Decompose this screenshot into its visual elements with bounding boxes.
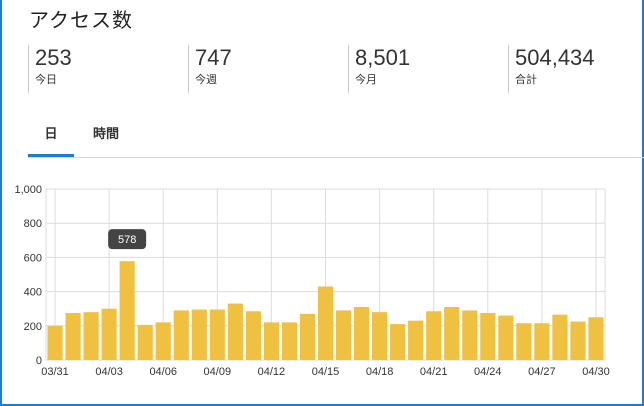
period-tabs: 日 時間 [28,118,644,158]
tooltip-value: 578 [118,234,136,246]
stat-month-label: 今月 [355,73,377,86]
tooltip-box [108,229,147,250]
bar-04-08 [191,309,207,360]
bar-04-02 [83,312,99,360]
bar-04-17 [353,306,370,360]
bar-04-03 [101,308,117,360]
stat-total-value: 504,434 [515,45,595,70]
y-tick-label: 800 [24,218,42,230]
bar-04-07 [173,310,189,360]
x-tick-label: 04/18 [366,366,394,378]
bar-04-16 [335,310,352,360]
tab-hour-label: 時間 [92,127,119,142]
x-tick-label: 04/03 [95,366,123,378]
tab-day-label: 日 [44,127,58,142]
x-tick-label: 04/09 [204,366,232,378]
tab-day[interactable]: 日 [28,118,74,157]
bar-04-21 [426,311,442,360]
window-border-left [0,0,2,406]
bar-04-09 [209,309,225,360]
bar-04-26 [516,323,532,360]
stat-week: 747 今週 [188,45,348,93]
bar-03-31 [47,325,63,360]
x-tick-label: 04/24 [474,366,502,378]
y-tick-label: 0 [36,355,42,367]
x-tick-label: 04/27 [528,366,556,378]
bar-04-15 [317,286,334,360]
bar-04-22 [444,306,460,360]
bar-04-13 [281,322,298,360]
bar-04-10 [227,303,243,360]
bar-04-20 [408,320,424,360]
bar-04-14 [299,313,316,360]
stat-today-value: 253 [35,45,72,70]
bar-04-23 [462,310,478,360]
bar-04-05 [137,324,153,360]
stat-total: 504,434 合計 [508,45,638,93]
y-tick-label: 200 [24,321,42,333]
window-border-bottom [0,404,644,406]
tab-active-indicator [28,154,74,157]
stat-today: 253 今日 [28,45,188,93]
stat-week-value: 747 [195,45,232,70]
x-tick-label: 04/12 [258,366,286,378]
stat-week-label: 今週 [195,73,217,86]
bar-04-27 [534,323,550,360]
x-tick-label: 04/30 [582,366,610,378]
stat-total-label: 合計 [515,73,537,86]
stat-month-value: 8,501 [355,45,411,70]
x-tick-label: 04/06 [149,366,177,378]
daily-access-chart: 0 200 400 600 800 1,000 03/31 04/03 04/06 04/09 04… [14,184,610,378]
bar-04-01 [65,312,81,360]
tab-hour[interactable]: 時間 [80,118,132,156]
bar-04-29 [570,321,586,360]
bar-04-12 [263,322,279,360]
y-tick-label: 600 [24,252,42,264]
stat-month: 8,501 今月 [348,45,508,93]
window-border-right [642,0,644,406]
y-tick-label: 1,000 [14,184,42,196]
x-tick-label: 04/15 [312,366,340,378]
bar-04-06 [155,322,171,360]
bar-04-28 [552,314,568,360]
bar-04-24 [480,312,496,360]
bar-04-18 [372,312,388,360]
x-tick-label: 03/31 [41,366,69,378]
stats-row: 253 今日 747 今週 8,501 今月 504,434 合計 [28,45,644,93]
bar-04-04 [119,261,135,360]
bar-04-30 [588,317,604,360]
bar-04-25 [498,315,514,360]
bar-04-11 [245,311,261,360]
tabs-divider [28,157,644,158]
stat-today-label: 今日 [35,73,57,86]
x-tick-label: 04/21 [420,366,448,378]
y-tick-label: 400 [24,287,42,299]
page-title: アクセス数 [29,8,133,32]
bar-04-19 [390,324,406,360]
